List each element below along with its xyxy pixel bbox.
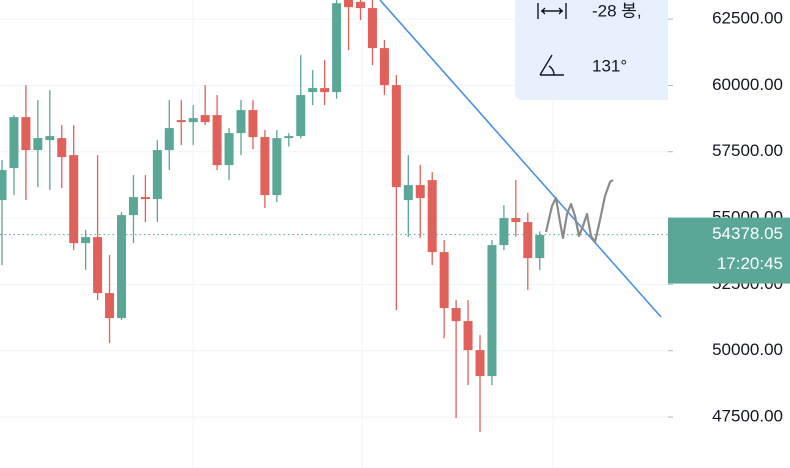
candle-body [164,128,174,151]
candle-body [308,88,318,93]
measure-box: -28 봉, 131° [515,0,675,100]
y-tick-label: 50000.00 [712,340,783,359]
candles [0,0,545,433]
candle-body [427,180,437,253]
candle-body [93,237,103,294]
candle-body [511,218,521,223]
candle-body [523,222,533,259]
y-tick-label: 60000.00 [712,75,783,94]
candle-body [188,118,198,123]
y-tick-label: 62500.00 [712,9,783,28]
candle-body [81,237,91,244]
candle-body [140,197,150,200]
candle-body [356,1,365,9]
candle-body [415,185,425,199]
candle-body [224,133,234,166]
candle-body [272,138,282,196]
candle-body [248,110,258,138]
candle-body [284,136,294,139]
bars-icon [537,3,567,19]
last-time-label: 17:20:45 [717,254,783,273]
candle-body [475,350,485,377]
candle-body [57,138,67,158]
candle-body [0,170,7,201]
trend-line [379,0,662,318]
candle-body [128,197,138,216]
angle-value: 131° [592,56,627,75]
freehand-drawing [544,179,614,244]
candle-body [200,115,210,123]
candle-body [21,117,31,151]
candle-body [391,85,401,188]
candle-body [45,136,55,141]
candle-body [379,48,389,86]
candle-body [344,0,354,8]
candle-body [439,252,449,309]
candle-body [296,95,306,137]
candle-body [260,137,270,196]
y-tick-label: 47500.00 [712,407,783,426]
last-price-box: 54378.05 17:20:45 [668,217,790,284]
candle-body [535,235,545,259]
candle-body [212,115,222,166]
angle-icon [539,54,564,76]
candle-body [463,321,473,351]
candle-body [69,155,79,244]
candle-body [117,215,126,319]
last-price-bg [668,217,790,284]
last-price-label: 54378.05 [712,224,783,243]
candle-body [367,8,377,49]
candle-body [152,150,162,200]
candle-body [236,110,246,134]
candle-body [451,308,461,322]
candle-body [320,88,330,93]
candle-body [176,120,186,123]
candle-body [105,293,115,319]
candle-body [487,245,497,377]
y-tick-label: 57500.00 [712,141,783,160]
bars-count: -28 봉, [592,1,642,20]
candle-body [403,185,413,201]
candle-body [499,218,509,246]
candle-body [332,3,342,93]
candle-body [9,117,19,169]
candle-body [33,138,43,151]
